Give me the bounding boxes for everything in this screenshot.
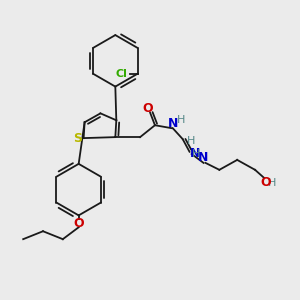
Text: O: O <box>74 217 84 230</box>
Text: H: H <box>191 149 200 159</box>
Text: N: N <box>168 117 178 130</box>
Text: O: O <box>143 102 153 115</box>
Text: H: H <box>186 136 195 146</box>
Text: H: H <box>268 178 276 188</box>
Text: N: N <box>189 148 200 160</box>
Text: S: S <box>73 132 82 145</box>
Text: N: N <box>198 152 209 164</box>
Text: O: O <box>261 176 271 189</box>
Text: Cl: Cl <box>116 69 128 79</box>
Text: H: H <box>176 115 185 125</box>
